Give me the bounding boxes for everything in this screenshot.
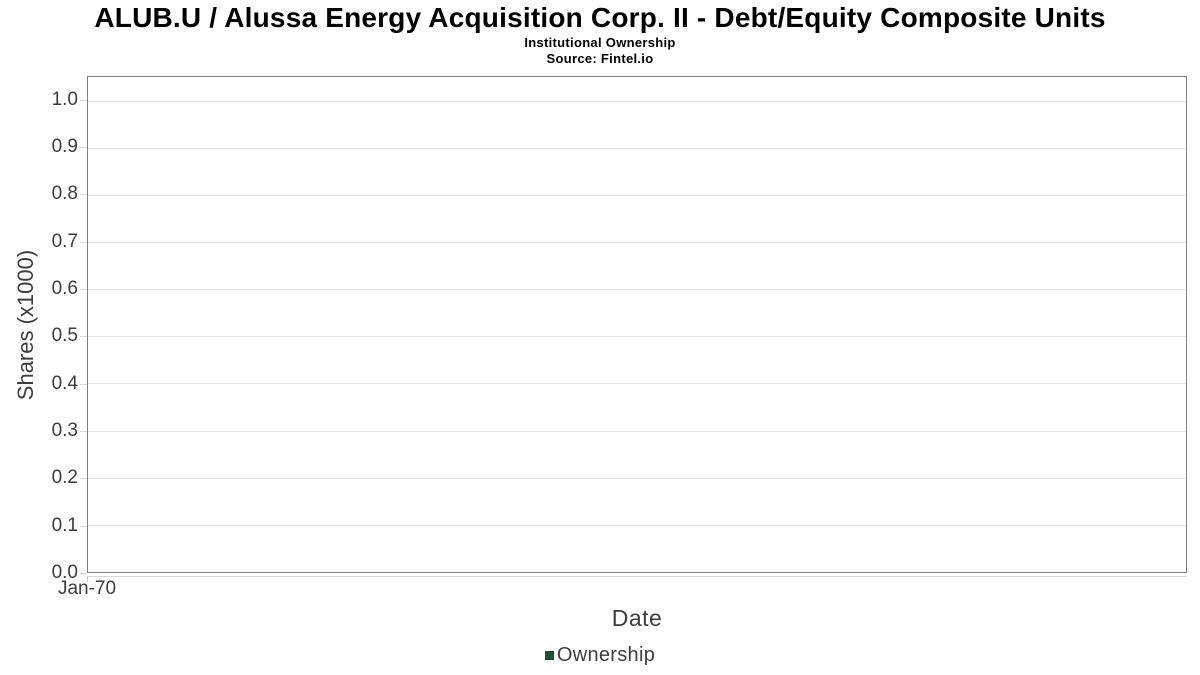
gridline — [88, 100, 1186, 102]
x-axis-tick — [87, 576, 88, 582]
y-axis-tick — [80, 383, 87, 385]
legend: Ownership — [0, 644, 1200, 667]
y-axis-tick — [80, 525, 87, 527]
y-axis-tick-label: 1.0 — [51, 88, 78, 110]
y-axis-tick — [80, 289, 87, 290]
y-axis-tick — [80, 336, 87, 338]
x-axis-title: Date — [611, 605, 663, 631]
y-axis-tick-label: 0.7 — [51, 230, 78, 252]
y-axis-tick-label: 0.3 — [51, 420, 78, 441]
y-axis-tick-label: 0.0 — [51, 562, 78, 583]
legend-label: Ownership — [556, 644, 656, 666]
y-axis-tick-label: 0.1 — [51, 514, 78, 536]
x-axis-tick-label: Jan-70 — [57, 578, 117, 599]
plot-area — [87, 76, 1187, 573]
gridline — [88, 242, 1186, 243]
y-axis-tick — [80, 241, 87, 243]
x-axis-tick-labels: Jan-70 — [58, 578, 1187, 602]
y-axis-tick — [80, 147, 87, 148]
gridline — [88, 477, 1186, 479]
gridline — [88, 336, 1186, 338]
legend-item[interactable]: Ownership — [544, 644, 656, 667]
y-axis-tick — [80, 431, 87, 432]
chart-source: Source: Fintel.io — [546, 51, 654, 66]
gridline — [88, 524, 1186, 526]
y-axis-tick-labels: 0.0 0.1 0.2 0.3 0.4 0.5 0.6 0.7 0.8 0.9 1.0 — [0, 76, 78, 583]
x-axis-line — [87, 576, 1187, 577]
y-axis-tick-marks — [80, 76, 87, 574]
y-axis-tick — [80, 194, 87, 196]
y-axis-tick — [80, 99, 87, 101]
y-axis-tick-label: 0.9 — [51, 136, 78, 157]
y-axis-tick-label: 0.4 — [51, 372, 78, 394]
x-axis-tick-marks — [87, 576, 1187, 583]
legend-marker-icon — [544, 651, 554, 660]
gridline — [88, 383, 1186, 385]
gridline — [88, 194, 1186, 196]
y-axis-tick-label: 0.5 — [51, 325, 78, 347]
y-axis-tick — [80, 478, 87, 480]
gridline — [88, 430, 1186, 432]
y-axis-tick — [80, 573, 87, 574]
y-axis-tick-label: 0.6 — [51, 278, 78, 299]
gridline — [88, 289, 1186, 291]
y-axis-tick-label: 0.2 — [51, 467, 78, 489]
gridline — [88, 147, 1186, 149]
y-axis-tick-label: 0.8 — [51, 183, 78, 205]
chart-title: ALUB.U / Alussa Energy Acquisition Corp.… — [94, 2, 1106, 33]
chart-subtitle: Institutional Ownership — [524, 35, 676, 50]
